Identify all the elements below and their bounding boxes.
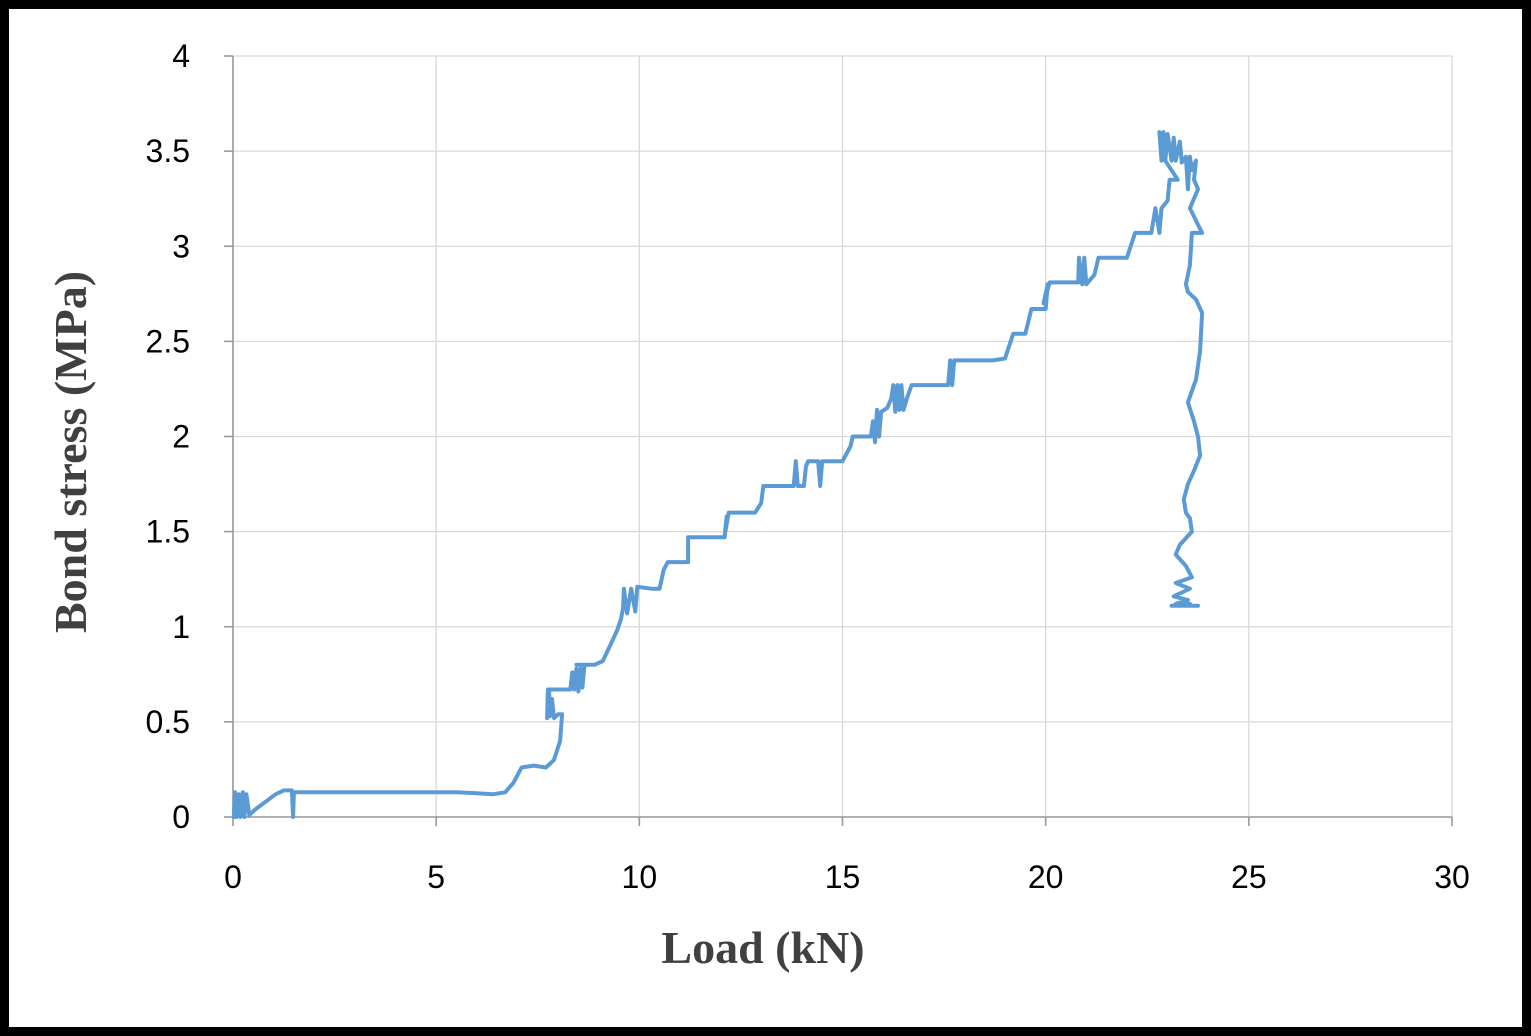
series-line <box>231 130 1205 819</box>
x-tick-label: 15 <box>825 859 861 895</box>
x-axis-title: Load (kN) <box>661 922 864 973</box>
x-tick-label: 10 <box>622 859 658 895</box>
x-tick-labels: 0 5 10 15 20 25 30 <box>224 859 1470 895</box>
y-tick-labels: 0 0.5 1 1.5 2 2.5 3 3.5 4 <box>146 38 190 835</box>
x-tick-label: 30 <box>1434 859 1470 895</box>
x-tick-label: 20 <box>1028 859 1064 895</box>
x-tick-label: 0 <box>224 859 242 895</box>
x-tick-label: 5 <box>427 859 445 895</box>
y-tick-label: 2 <box>172 419 190 455</box>
y-tick-label: 1.5 <box>146 514 190 550</box>
axes <box>224 55 1453 826</box>
y-tick-label: 0 <box>172 799 190 835</box>
y-axis-title: Bond stress (MPa) <box>45 271 96 633</box>
y-tick-label: 4 <box>172 38 190 74</box>
y-tick-label: 3.5 <box>146 133 190 169</box>
x-tick-label: 25 <box>1231 859 1267 895</box>
y-tick-label: 3 <box>172 228 190 264</box>
grid-lines <box>232 55 1453 818</box>
y-tick-label: 0.5 <box>146 704 190 740</box>
series-layer <box>231 130 1205 819</box>
y-tick-label: 1 <box>172 609 190 645</box>
y-tick-label: 2.5 <box>146 323 190 359</box>
